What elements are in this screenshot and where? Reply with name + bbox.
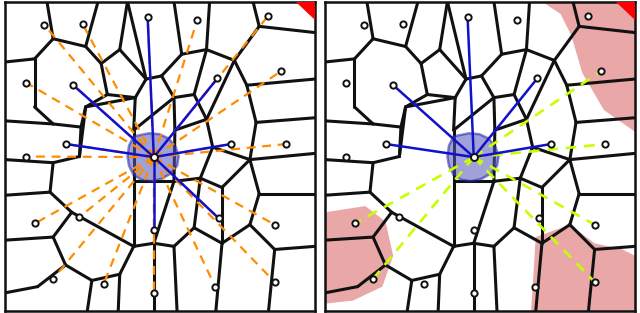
Polygon shape bbox=[325, 206, 393, 304]
Polygon shape bbox=[296, 2, 315, 19]
Polygon shape bbox=[127, 133, 179, 181]
Polygon shape bbox=[542, 2, 635, 132]
Polygon shape bbox=[616, 2, 635, 19]
Polygon shape bbox=[447, 133, 499, 181]
Polygon shape bbox=[531, 225, 635, 311]
